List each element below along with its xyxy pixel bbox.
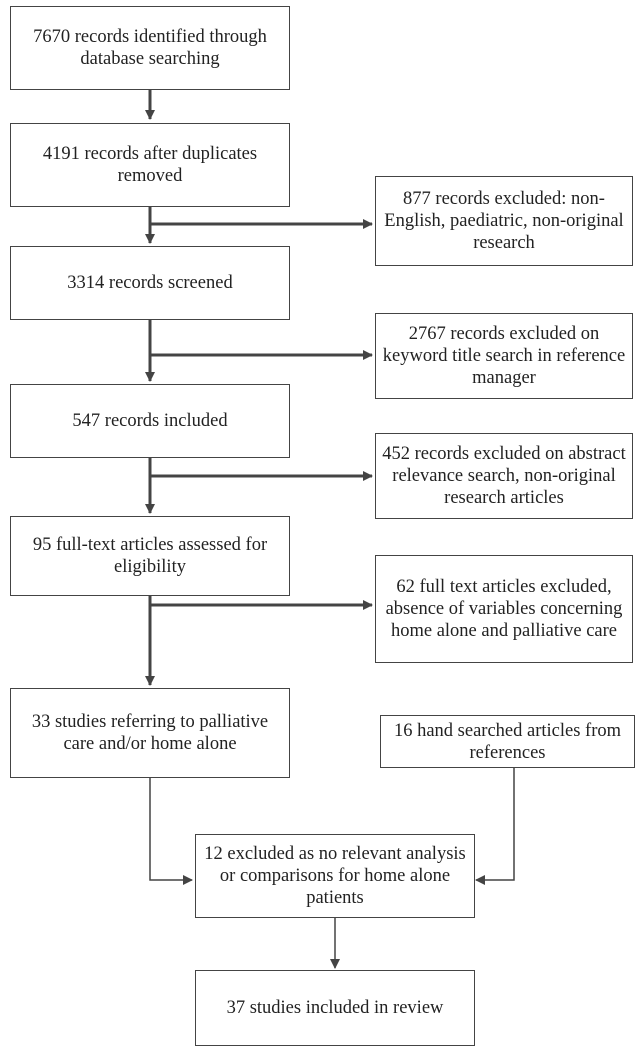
box-screened-text: 3314 records screened (67, 273, 233, 293)
box-included: 547 records included (10, 384, 290, 458)
box-excl-2767: 2767 records excluded on keyword title s… (375, 313, 633, 399)
box-excl-877: 877 records excluded: non-English, paedi… (375, 176, 633, 266)
box-excl-2767-text: 2767 records excluded on keyword title s… (382, 324, 626, 388)
box-studies-text: 33 studies referring to palliative care … (31, 712, 269, 754)
box-deduplicated: 4191 records after duplicates removed (10, 123, 290, 207)
box-identified: 7670 records identified through database… (10, 6, 290, 90)
arrow-studies-to-excluded-analysis (149, 778, 193, 885)
arrow-hand-to-excluded-analysis (475, 768, 515, 885)
box-final: 37 studies included in review (195, 970, 475, 1046)
box-final-text: 37 studies included in review (226, 998, 444, 1018)
box-identified-text: 7670 records identified through database… (33, 27, 267, 69)
box-excluded-analysis-text: 12 excluded as no relevant analysis or c… (204, 844, 466, 908)
box-excl-877-text: 877 records excluded: non-English, paedi… (384, 189, 624, 253)
box-studies: 33 studies referring to palliative care … (10, 688, 290, 778)
box-deduplicated-text: 4191 records after duplicates removed (42, 144, 258, 186)
box-excl-62-text: 62 full text articles excluded, absence … (385, 577, 623, 641)
box-screened: 3314 records screened (10, 246, 290, 320)
box-hand-searched-text: 16 hand searched articles from reference… (393, 720, 622, 763)
box-hand-searched: 16 hand searched articles from reference… (380, 715, 635, 768)
box-excluded-analysis: 12 excluded as no relevant analysis or c… (195, 834, 475, 918)
box-included-text: 547 records included (72, 411, 228, 431)
box-excl-452-text: 452 records excluded on abstract relevan… (382, 444, 626, 508)
box-excl-452: 452 records excluded on abstract relevan… (375, 433, 633, 519)
box-fulltext: 95 full-text articles assessed for eligi… (10, 516, 290, 596)
box-fulltext-text: 95 full-text articles assessed for eligi… (32, 535, 268, 577)
box-excl-62: 62 full text articles excluded, absence … (375, 555, 633, 663)
